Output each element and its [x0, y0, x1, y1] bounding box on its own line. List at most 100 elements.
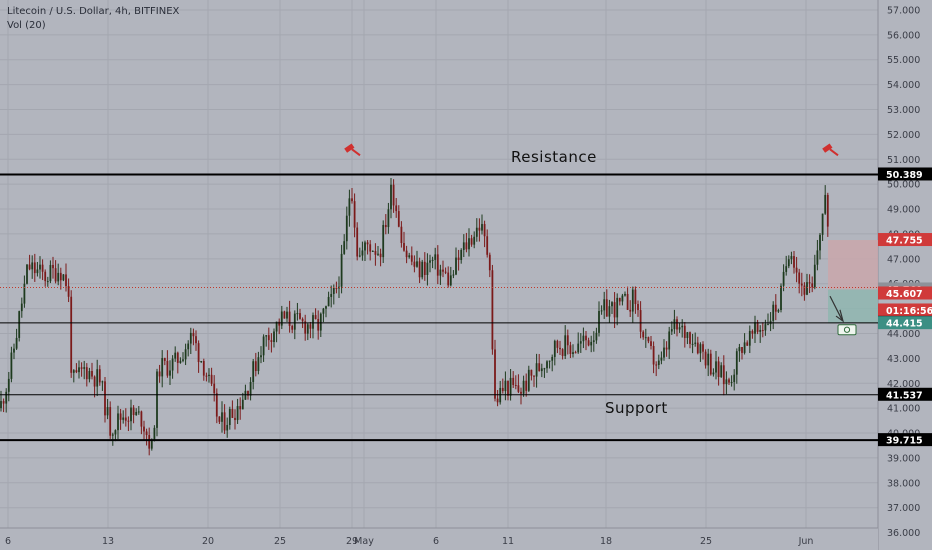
- stop-loss-zone: [828, 240, 878, 290]
- candle-body: [52, 264, 54, 269]
- candle-body: [551, 356, 554, 361]
- candle-body: [319, 313, 322, 331]
- candle-body: [777, 309, 780, 312]
- candle-body: [192, 332, 195, 337]
- candle-body: [249, 381, 252, 396]
- candle-body: [358, 255, 361, 257]
- candle-body: [730, 382, 733, 384]
- candle-body: [696, 342, 699, 354]
- candle-body: [442, 269, 444, 272]
- candle-body: [639, 310, 642, 332]
- candle-body: [353, 201, 356, 228]
- candle-body: [143, 426, 145, 432]
- candle-body: [709, 353, 712, 375]
- candle-body: [478, 227, 481, 231]
- candle-body: [169, 370, 171, 376]
- candle-body: [507, 380, 509, 396]
- price-label: 44.415: [886, 319, 923, 330]
- candle-body: [262, 336, 265, 356]
- candle-body: [26, 264, 28, 284]
- x-tick-label: 6: [433, 536, 439, 547]
- candle-body: [366, 242, 369, 245]
- candle-body: [782, 271, 785, 286]
- price-label: 47.755: [886, 236, 923, 247]
- resistance-label: Resistance: [511, 148, 597, 166]
- candle-body: [67, 286, 70, 297]
- price-label-box: [878, 433, 932, 447]
- y-tick-label: 41.000: [887, 404, 920, 415]
- candle-body: [509, 377, 512, 396]
- candle-body: [28, 264, 31, 270]
- candle-body: [200, 361, 203, 363]
- candle-body: [80, 367, 83, 369]
- x-tick-label: 25: [274, 536, 286, 547]
- candle-body: [517, 385, 520, 392]
- candle-body: [345, 215, 348, 242]
- candle-body: [135, 411, 138, 416]
- candle-body: [114, 430, 117, 435]
- candle-body: [247, 390, 249, 396]
- candle-body: [743, 342, 746, 353]
- candle-body: [429, 260, 431, 263]
- candle-body: [468, 238, 470, 250]
- candle-body: [644, 337, 647, 339]
- y-tick-label: 47.000: [887, 254, 920, 265]
- candle-body: [634, 289, 637, 305]
- candle-body: [46, 281, 49, 283]
- candle-body: [767, 324, 769, 326]
- money-icon-coin: [843, 326, 851, 333]
- candle-body: [569, 345, 572, 354]
- candle-body: [574, 352, 577, 354]
- pin-icon-needle: [351, 148, 361, 157]
- price-label-box: [878, 286, 932, 300]
- candle-body: [174, 352, 177, 359]
- candle-body: [800, 283, 803, 286]
- candle-body: [670, 329, 673, 332]
- candle-body: [455, 257, 457, 275]
- candle-body: [780, 285, 782, 310]
- candle-body: [530, 369, 533, 376]
- candle-body: [124, 417, 127, 421]
- candle-body: [330, 293, 333, 297]
- x-tick-label: 11: [502, 536, 514, 547]
- candle-body: [416, 261, 418, 267]
- candle-body: [377, 253, 379, 255]
- candle-body: [265, 335, 268, 337]
- candle-body: [772, 304, 775, 321]
- pin-icon-needle: [829, 148, 839, 157]
- candle-body: [556, 340, 559, 348]
- candle-body: [197, 343, 200, 363]
- candle-body: [291, 325, 294, 330]
- candle-body: [559, 347, 561, 350]
- candle-body: [434, 254, 437, 260]
- candle-body: [486, 236, 489, 255]
- candle-body: [496, 398, 499, 403]
- candle-body: [660, 357, 663, 361]
- candle-body: [270, 340, 273, 343]
- y-tick-label: 50.000: [887, 180, 920, 191]
- candle-body: [59, 272, 62, 281]
- candle-body: [475, 227, 478, 237]
- candle-body: [260, 355, 262, 358]
- candle-body: [514, 384, 517, 386]
- candle-body: [109, 407, 112, 436]
- price-label: 50.389: [886, 170, 923, 181]
- candle-body: [494, 349, 496, 399]
- candle-body: [106, 407, 109, 416]
- y-tick-label: 54.000: [887, 80, 920, 91]
- candle-body: [444, 271, 447, 273]
- candle-body: [598, 311, 600, 333]
- candle-body: [522, 380, 525, 394]
- candle-body: [57, 272, 60, 282]
- candle-body: [590, 341, 593, 346]
- candle-body: [741, 347, 743, 353]
- candle-body: [631, 289, 634, 312]
- candle-body: [85, 367, 88, 380]
- candle-body: [72, 370, 75, 373]
- candle-body: [7, 378, 10, 392]
- candle-body: [397, 211, 400, 227]
- candle-body: [803, 285, 806, 295]
- candle-body: [561, 349, 564, 356]
